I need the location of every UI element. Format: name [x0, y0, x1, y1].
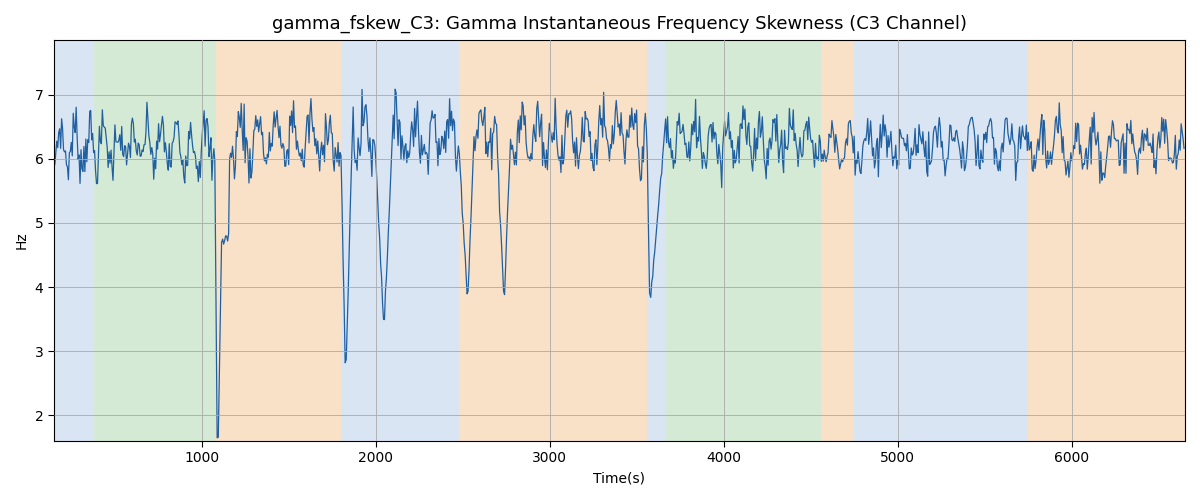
- Bar: [94, 40, 216, 441]
- Bar: [460, 40, 647, 441]
- Bar: [821, 40, 854, 441]
- Bar: [54, 40, 94, 441]
- Title: gamma_fskew_C3: Gamma Instantaneous Frequency Skewness (C3 Channel): gamma_fskew_C3: Gamma Instantaneous Freq…: [272, 15, 967, 34]
- X-axis label: Time(s): Time(s): [594, 471, 646, 485]
- Bar: [854, 40, 1028, 441]
- Bar: [216, 40, 341, 441]
- Bar: [1028, 40, 1186, 441]
- Bar: [647, 40, 665, 441]
- Y-axis label: Hz: Hz: [14, 232, 29, 250]
- Bar: [341, 40, 460, 441]
- Bar: [665, 40, 821, 441]
